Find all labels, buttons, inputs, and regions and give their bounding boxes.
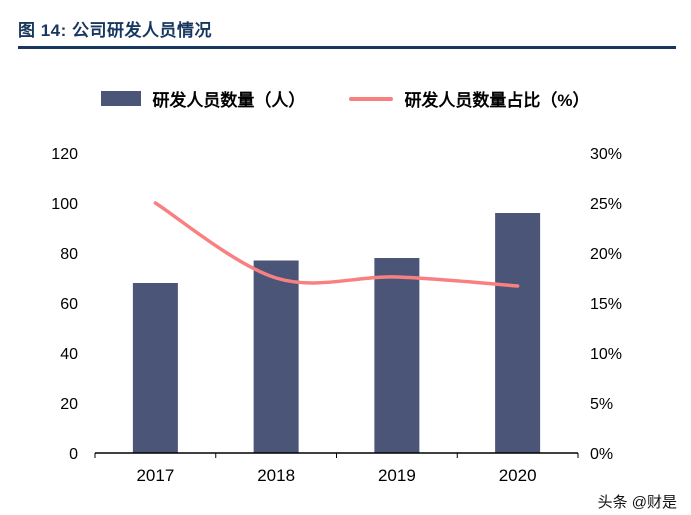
legend-label: 研发人员数量占比（%） — [404, 91, 590, 110]
bar — [132, 283, 178, 453]
right-axis-tick-label: 5% — [590, 396, 613, 413]
right-axis-tick-label: 10% — [590, 346, 622, 363]
left-axis-tick-label: 0 — [69, 446, 78, 463]
left-axis-tick-label: 40 — [60, 346, 78, 363]
right-axis-tick-label: 25% — [590, 196, 622, 213]
bar — [253, 260, 299, 453]
legend-item-bar-series: 研发人员数量（人） — [101, 86, 305, 111]
left-axis-tick-label: 100 — [51, 196, 78, 213]
right-axis-tick-label: 30% — [590, 146, 622, 163]
line-series-swatch — [349, 96, 394, 101]
legend-label: 研发人员数量（人） — [152, 91, 306, 110]
left-axis-tick-label: 20 — [60, 396, 78, 413]
x-axis-category-label: 2020 — [499, 466, 537, 485]
bar — [495, 213, 541, 453]
left-axis-tick-label: 120 — [51, 146, 78, 163]
right-axis-tick-label: 20% — [590, 246, 622, 263]
right-axis-tick-label: 0% — [590, 446, 613, 463]
x-axis-category-label: 2017 — [136, 466, 174, 485]
left-axis-tick-label: 80 — [60, 246, 78, 263]
legend-item-line-series: 研发人员数量占比（%） — [349, 86, 590, 111]
bar — [374, 258, 420, 453]
chart-svg: 0 20 40 60 80 100 120 0% 5% 10% 15% 20% 25% 30% 2017 20… — [51, 146, 622, 485]
left-axis-tick-label: 60 — [60, 296, 78, 313]
figure-title: 图 14: 公司研发人员情况 — [18, 21, 213, 40]
x-axis-category-label: 2018 — [257, 466, 295, 485]
right-axis-tick-label: 15% — [590, 296, 622, 313]
figure-header: 图 14: 公司研发人员情况 — [18, 16, 676, 41]
bar-series-swatch — [101, 91, 142, 106]
chart-legend: 研发人员数量（人） 研发人员数量占比（%） — [0, 86, 691, 111]
ratio-line — [153, 201, 520, 288]
watermark: 头条 @财是 — [597, 494, 677, 511]
x-axis-category-label: 2019 — [378, 466, 416, 485]
title-underline — [18, 46, 676, 49]
